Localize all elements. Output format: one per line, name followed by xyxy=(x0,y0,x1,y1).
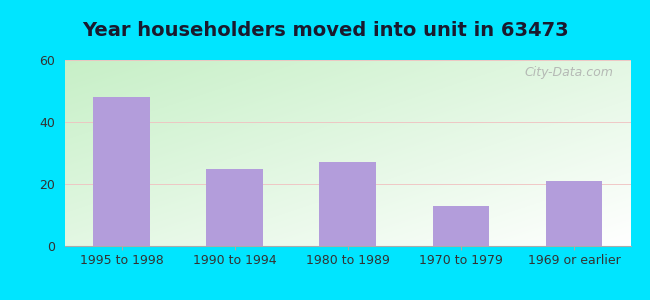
Bar xyxy=(546,181,602,246)
Text: City-Data.com: City-Data.com xyxy=(525,66,614,79)
Text: Year householders moved into unit in 63473: Year householders moved into unit in 634… xyxy=(82,21,568,40)
Bar xyxy=(94,97,150,246)
Bar xyxy=(433,206,489,246)
Bar xyxy=(207,169,263,246)
Bar xyxy=(320,162,376,246)
